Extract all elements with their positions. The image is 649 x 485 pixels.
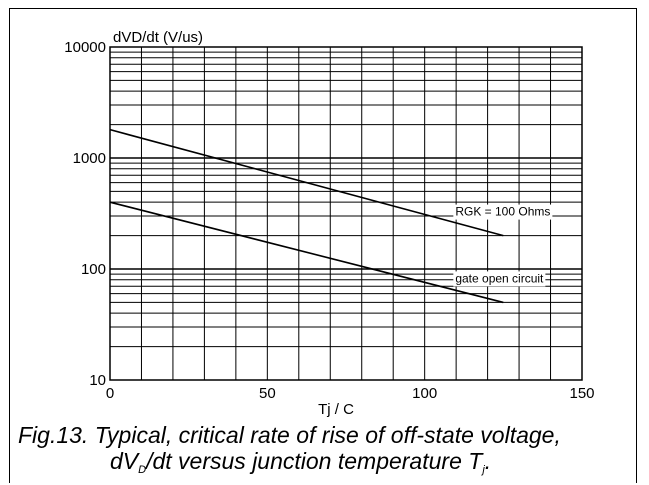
chart-labels: RGK = 100 Ohms gate open circuit 0 50 100 150… [64,29,594,418]
series-label-1: RGK = 100 Ohms [455,205,550,219]
series-label-bg-1 [453,204,553,220]
series-label-bg-2 [453,271,546,287]
y-tick-label: 100 [81,261,106,278]
caption-dv: dV [110,448,139,474]
figure-caption-line-1: Fig.13. Typical, critical rate of rise o… [18,422,561,448]
chart-series [109,128,504,304]
caption-sub-d: D [138,464,147,476]
figure-caption-line-2: dVD/dt versus junction temperature Tj. [110,448,491,483]
x-tick-label: 100 [412,385,437,402]
y-axis-label: dVD/dt (V/us) [113,29,203,46]
series-line-2 [109,201,504,304]
caption-end: . [484,448,492,474]
y-tick-label: 1000 [73,150,106,167]
series-label-2: gate open circuit [455,271,544,285]
plot-border [109,46,583,381]
x-tick-label: 50 [259,385,276,402]
figure-frame [9,8,637,483]
y-tick-label: 10 [89,372,106,389]
x-axis-label: Tj / C [318,401,354,418]
x-tick-label: 0 [106,385,114,402]
caption-sub-j: j [482,464,485,476]
x-tick-label: 150 [569,385,594,402]
caption-mid: /dt versus junction temperature T [146,448,483,474]
series-line-1 [109,128,504,237]
y-tick-label: 10000 [64,39,106,56]
chart: RGK = 100 Ohms gate open circuit 0 50 100 150… [64,29,594,418]
